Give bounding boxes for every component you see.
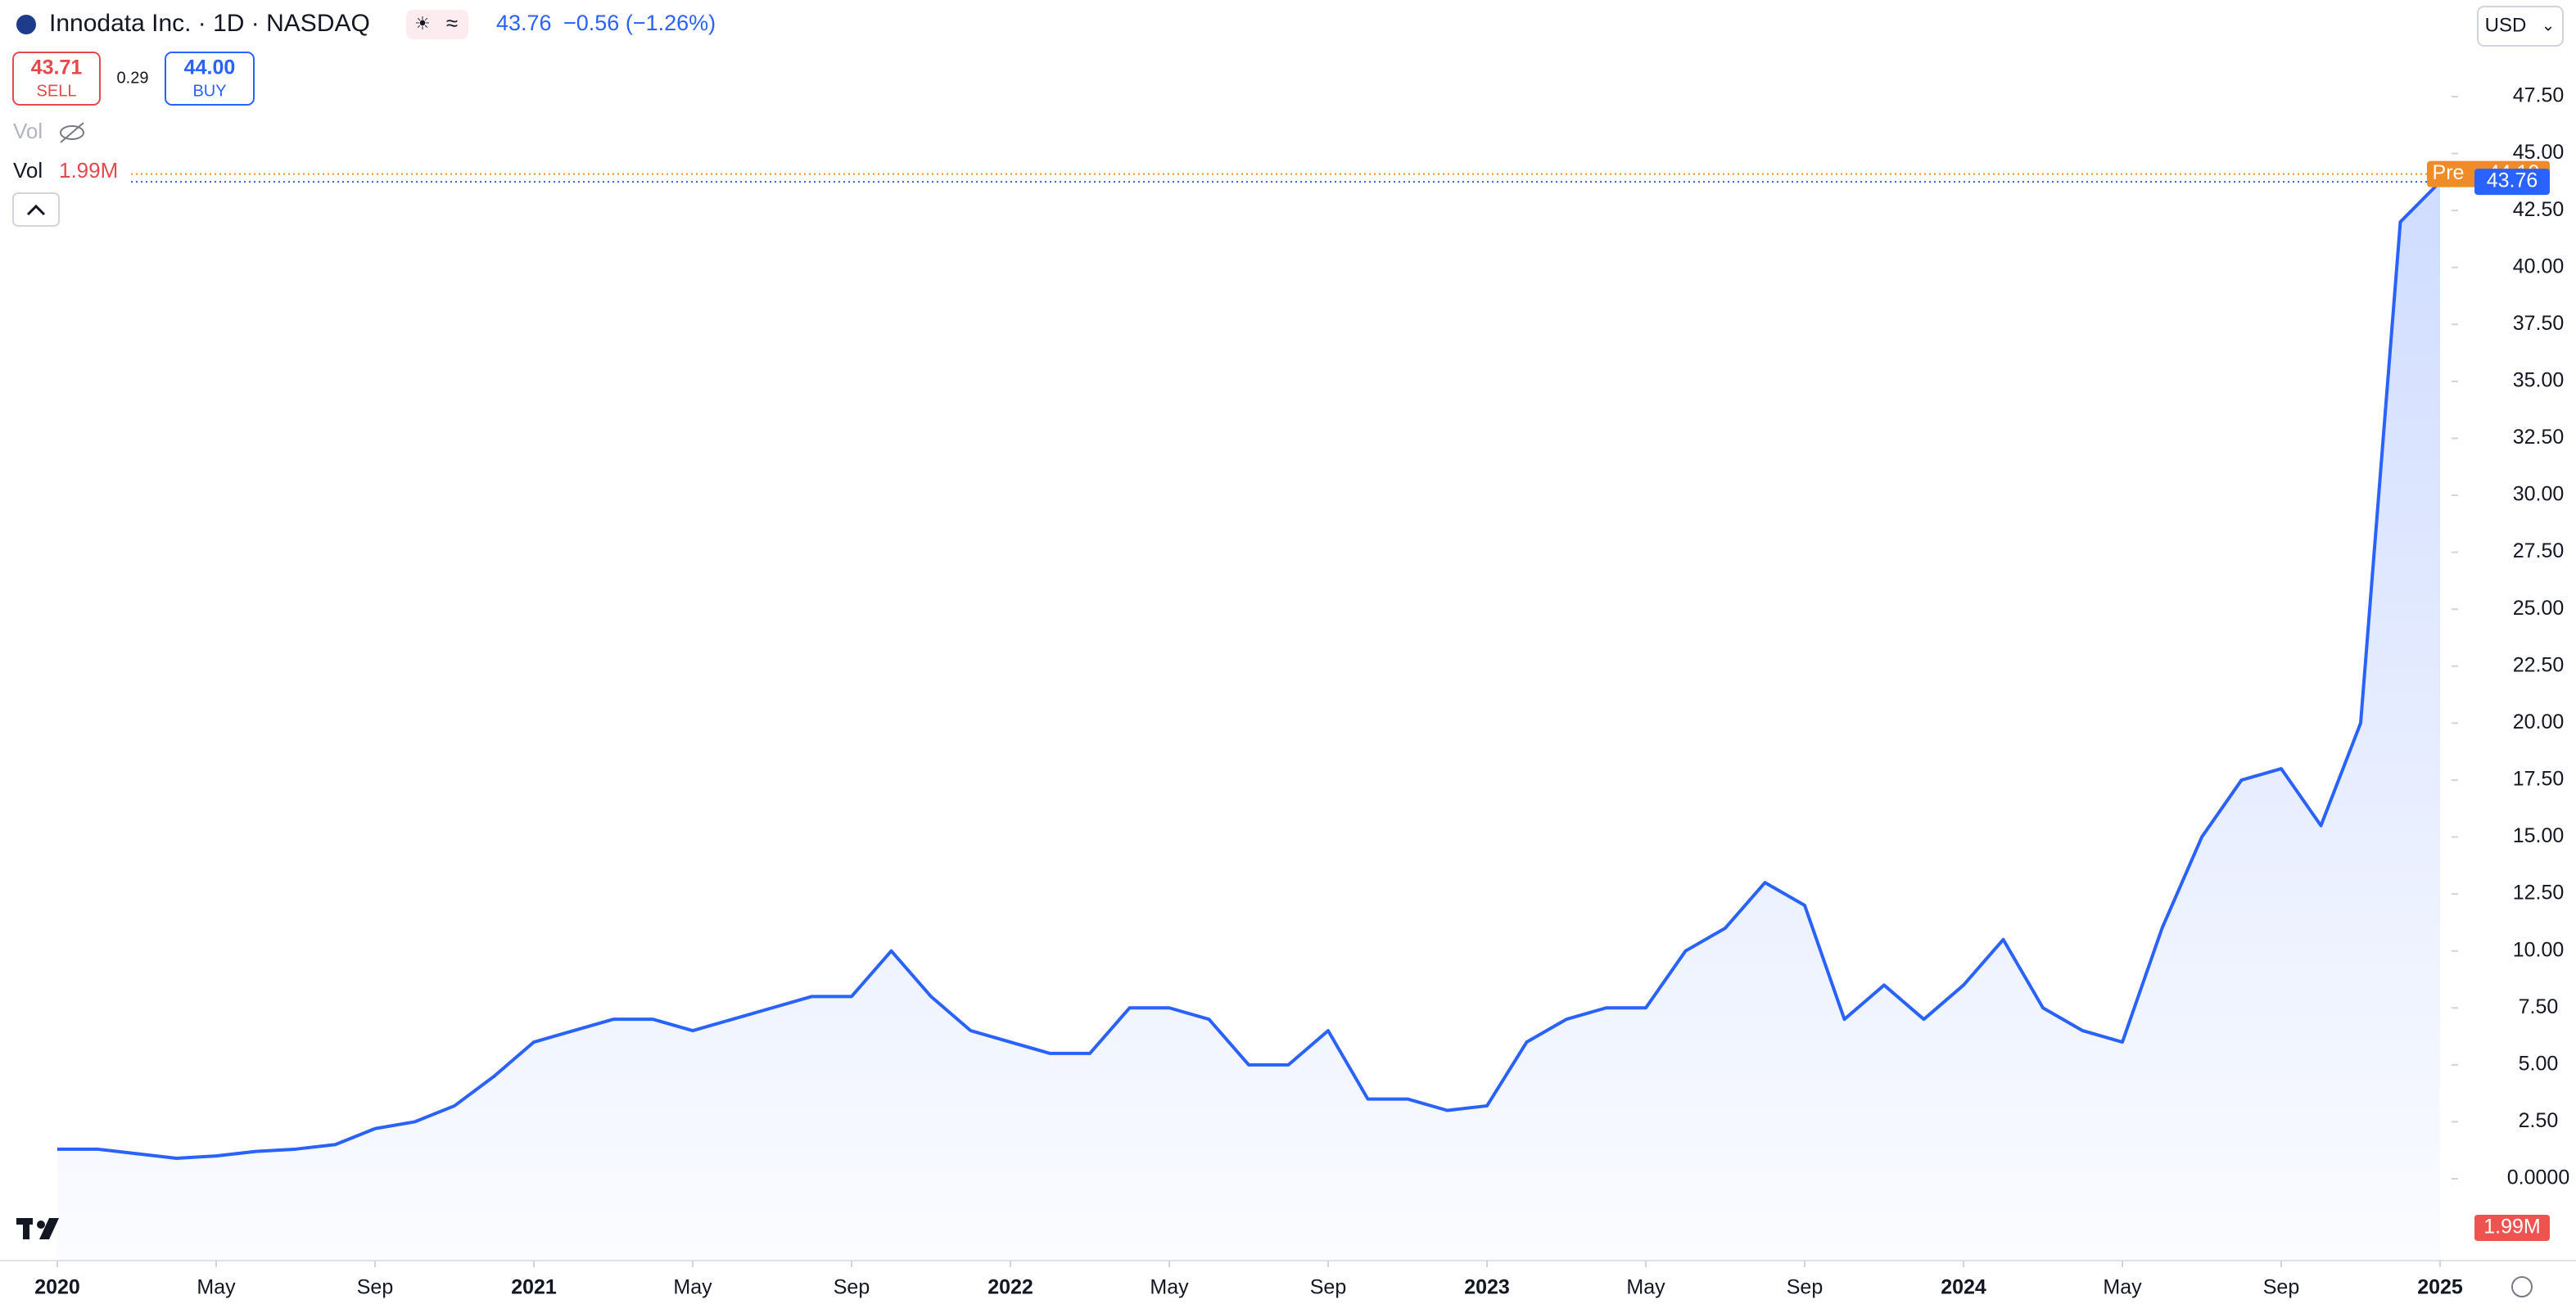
vol-badge-value: 1.99M xyxy=(2483,1216,2540,1239)
y-tick-label: 32.50 xyxy=(2513,426,2565,449)
buy-button[interactable] xyxy=(165,52,255,106)
y-tick-label: 5.00 xyxy=(2519,1052,2559,1075)
y-tick-label: 45.00 xyxy=(2513,141,2565,164)
collapse-icon xyxy=(26,204,46,216)
y-tick-label: 15.00 xyxy=(2513,824,2565,847)
y-tick-label: 40.00 xyxy=(2513,255,2565,277)
company-logo xyxy=(16,15,36,34)
vol-label: Vol xyxy=(13,158,43,183)
collapse-button[interactable] xyxy=(12,192,60,227)
x-tick-label: May xyxy=(2103,1276,2142,1299)
vol-hidden-label: Vol xyxy=(13,119,43,143)
x-tick-label: Sep xyxy=(357,1276,393,1299)
sell-button[interactable] xyxy=(12,52,101,106)
tradingview-logo xyxy=(16,1218,59,1239)
x-tick-label: Sep xyxy=(1310,1276,1346,1299)
header-price: 43.76 xyxy=(496,11,552,35)
currency-caret: ⌄ xyxy=(2542,16,2556,34)
y-tick-label: 22.50 xyxy=(2513,653,2565,676)
last-badge xyxy=(2474,169,2550,196)
x-tick-label: May xyxy=(1626,1276,1665,1299)
y-tick-label: 47.50 xyxy=(2513,84,2565,107)
market-status[interactable] xyxy=(406,10,468,39)
y-tick-label: 25.00 xyxy=(2513,597,2565,620)
price-line xyxy=(57,180,2442,1160)
area-fill xyxy=(57,182,2440,1261)
x-tick-label: May xyxy=(197,1276,236,1299)
x-tick-label: 2024 xyxy=(1941,1276,1986,1299)
y-tick-label: 2.50 xyxy=(2519,1109,2559,1132)
spread: 0.29 xyxy=(117,69,149,87)
y-tick-label: 12.50 xyxy=(2513,882,2565,905)
currency-selector[interactable] xyxy=(2477,6,2564,47)
x-tick-label: May xyxy=(673,1276,712,1299)
buy-price: 44.00 xyxy=(184,56,236,79)
header-change: −0.56 (−1.26%) xyxy=(563,11,716,35)
y-tick-label: 0.0000 xyxy=(2507,1166,2569,1189)
y-tick-label: 17.50 xyxy=(2513,768,2565,791)
x-tick-label: 2021 xyxy=(511,1276,557,1299)
x-tick-label: 2022 xyxy=(987,1276,1033,1299)
approx-icon: ≈ xyxy=(446,11,458,35)
sun-icon: ☀ xyxy=(414,13,431,34)
x-tick-label: Sep xyxy=(2263,1276,2299,1299)
x-tick-label: Sep xyxy=(1787,1276,1823,1299)
y-tick-label: 35.00 xyxy=(2513,369,2565,392)
x-tick-label: May xyxy=(1150,1276,1189,1299)
y-tick-label: 42.50 xyxy=(2513,198,2565,221)
y-tick-label: 37.50 xyxy=(2513,312,2565,335)
pre-label: Pre xyxy=(2433,161,2465,184)
y-tick-label: 27.50 xyxy=(2513,539,2565,562)
last-price: 43.76 xyxy=(2487,169,2538,192)
y-tick-label: 10.00 xyxy=(2513,938,2565,961)
y-tick-label: 20.00 xyxy=(2513,711,2565,733)
x-tick-label: 2023 xyxy=(1464,1276,1510,1299)
chart-title: Innodata Inc. · 1D · NASDAQ xyxy=(49,10,370,37)
settings-icon[interactable] xyxy=(2511,1276,2533,1297)
x-tick-label: Sep xyxy=(834,1276,870,1299)
y-tick-label: 30.00 xyxy=(2513,483,2565,506)
currency: USD xyxy=(2485,14,2527,36)
x-tick-label: 2020 xyxy=(34,1276,80,1299)
sell-price: 43.71 xyxy=(31,56,83,79)
buy-label: BUY xyxy=(192,82,226,100)
y-tick-label: 7.50 xyxy=(2519,995,2559,1018)
vol-value: 1.99M xyxy=(59,158,118,183)
hide-icon[interactable] xyxy=(60,122,84,143)
sell-label: SELL xyxy=(37,82,77,100)
x-tick-label: 2025 xyxy=(2417,1276,2463,1299)
vol-badge xyxy=(2474,1215,2550,1241)
